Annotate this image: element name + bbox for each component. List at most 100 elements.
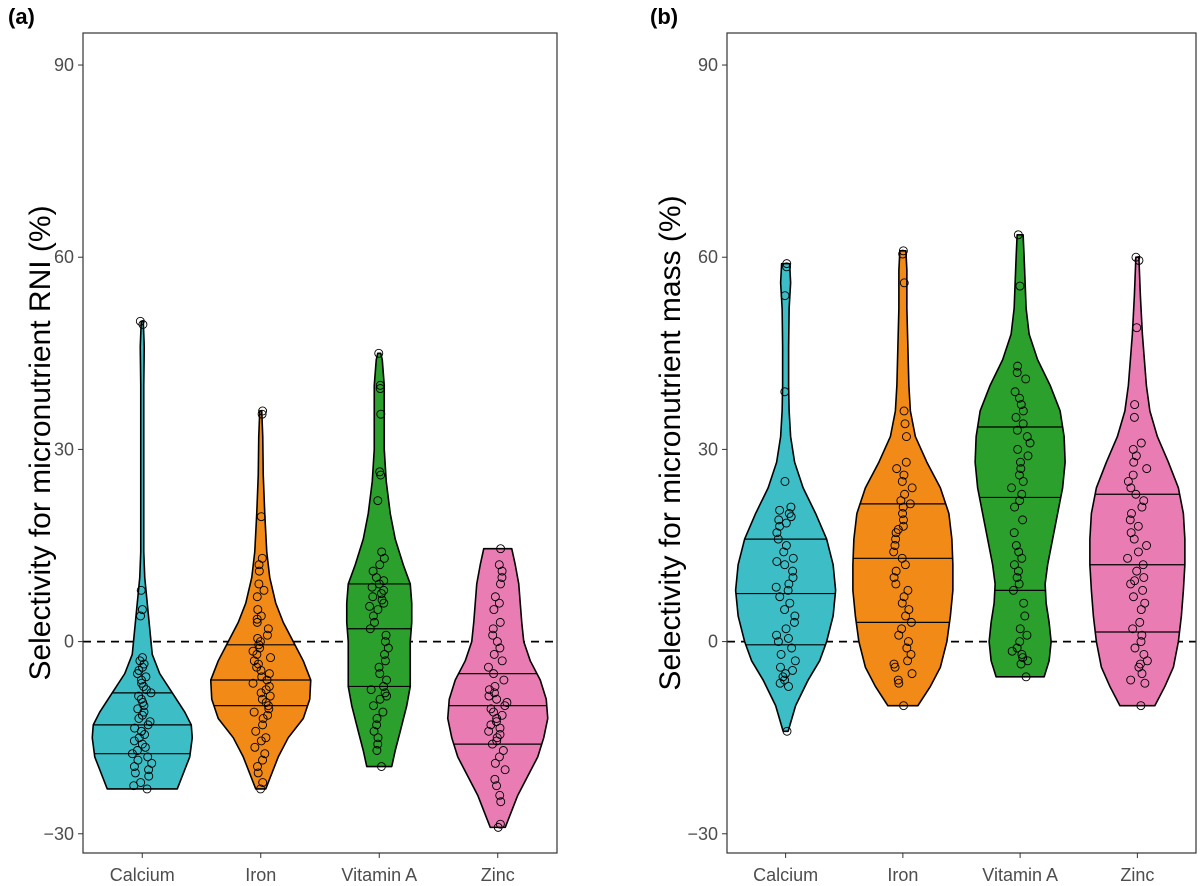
data-point-b-0-39 xyxy=(780,476,790,486)
data-point-b-0-11 xyxy=(773,637,783,647)
data-point-b-1-28 xyxy=(898,521,908,531)
data-point-a-1-12 xyxy=(263,710,273,720)
data-point-a-2-16 xyxy=(374,662,384,672)
data-point-a-1-2 xyxy=(253,768,263,778)
data-point-b-1-38 xyxy=(892,464,902,474)
data-point-a-1-4 xyxy=(258,755,267,765)
data-point-b-0-22 xyxy=(784,579,794,589)
data-point-a-3-3 xyxy=(495,790,505,800)
data-point-b-0-4 xyxy=(778,672,788,682)
y-tick-label-b-2: 30 xyxy=(698,439,718,459)
data-point-b-2-11 xyxy=(1019,598,1029,608)
data-point-a-1-19 xyxy=(256,688,266,698)
data-point-a-1-33 xyxy=(255,643,265,653)
data-point-a-1-11 xyxy=(258,714,268,723)
data-point-a-1-29 xyxy=(249,656,259,666)
data-point-a-1-20 xyxy=(261,685,271,695)
data-point-b-0-27 xyxy=(788,553,798,563)
data-point-b-3-35 xyxy=(1128,470,1138,480)
data-point-b-3-11 xyxy=(1128,624,1138,634)
y-tick-label-b-0: −30 xyxy=(687,824,718,844)
data-point-b-2-16 xyxy=(1009,560,1019,570)
data-point-b-2-14 xyxy=(1012,573,1022,582)
data-point-a-3-30 xyxy=(489,669,499,679)
data-point-b-2-35 xyxy=(1018,419,1028,429)
data-point-b-2-2 xyxy=(1023,656,1033,666)
x-tick-label-a-1: Iron xyxy=(245,865,276,885)
y-tick-label-a-2: 30 xyxy=(54,439,74,459)
data-point-b-2-37 xyxy=(1018,406,1028,416)
data-point-a-1-1 xyxy=(258,778,268,787)
data-point-a-0-34 xyxy=(136,675,146,685)
data-point-a-1-8 xyxy=(261,733,271,743)
data-point-b-0-8 xyxy=(790,656,800,666)
data-point-a-3-29 xyxy=(499,675,509,685)
data-point-b-0-10 xyxy=(787,643,797,653)
data-point-b-1-3 xyxy=(907,669,917,679)
x-tick-label-b-0: Calcium xyxy=(753,865,818,885)
data-point-b-3-19 xyxy=(1139,573,1149,582)
data-point-b-2-42 xyxy=(1012,368,1022,377)
data-point-b-2-10 xyxy=(1020,611,1030,621)
data-point-a-1-21 xyxy=(264,681,274,691)
data-point-b-2-9 xyxy=(1015,624,1025,634)
data-point-b-1-34 xyxy=(900,489,910,499)
data-point-a-1-6 xyxy=(250,742,260,752)
violin-a-zinc xyxy=(446,547,549,829)
data-point-b-0-19 xyxy=(775,592,785,602)
data-point-a-3-40 xyxy=(494,598,504,608)
violin-a-vitamin-a xyxy=(345,352,413,768)
data-point-a-2-15 xyxy=(375,669,385,679)
data-point-b-3-9 xyxy=(1136,637,1146,647)
data-point-a-2-26 xyxy=(365,601,375,611)
data-point-b-2-19 xyxy=(1011,541,1021,550)
data-point-a-3-45 xyxy=(494,560,504,570)
data-point-b-1-0 xyxy=(899,701,909,711)
data-point-b-3-37 xyxy=(1129,457,1139,467)
data-point-a-3-23 xyxy=(502,698,512,707)
data-point-b-2-39 xyxy=(1015,393,1024,403)
data-point-b-1-30 xyxy=(898,509,907,518)
data-point-b-2-8 xyxy=(1022,630,1032,640)
data-point-b-0-13 xyxy=(772,630,782,640)
data-point-a-1-48 xyxy=(257,553,267,563)
data-point-a-1-49 xyxy=(256,512,266,522)
data-point-b-2-4 xyxy=(1017,649,1027,659)
data-point-b-3-45 xyxy=(1131,252,1141,262)
data-point-a-1-5 xyxy=(260,749,270,759)
data-point-b-3-18 xyxy=(1130,576,1140,586)
data-point-b-2-34 xyxy=(1012,425,1022,435)
data-point-b-0-33 xyxy=(781,518,791,528)
data-point-a-2-12 xyxy=(366,685,376,695)
data-point-b-0-25 xyxy=(780,560,790,570)
data-point-a-1-15 xyxy=(263,701,273,711)
data-point-b-1-16 xyxy=(899,592,909,602)
data-point-a-1-38 xyxy=(263,624,273,634)
data-point-b-3-16 xyxy=(1138,585,1148,595)
data-point-a-1-7 xyxy=(256,736,266,746)
data-point-b-2-22 xyxy=(1010,502,1020,512)
data-point-a-1-30 xyxy=(266,653,275,663)
data-point-a-0-19 xyxy=(130,723,140,733)
data-point-a-1-10 xyxy=(258,720,268,730)
data-point-b-0-29 xyxy=(781,541,791,550)
x-tick-label-b-1: Iron xyxy=(887,865,918,885)
data-point-a-3-14 xyxy=(484,726,494,736)
data-point-a-1-50 xyxy=(257,409,267,419)
data-point-b-3-2 xyxy=(1126,675,1136,685)
data-point-a-0-4 xyxy=(130,768,140,778)
data-point-b-3-22 xyxy=(1123,553,1133,563)
data-point-b-1-27 xyxy=(893,525,903,534)
data-point-b-0-15 xyxy=(789,617,799,627)
data-point-b-2-15 xyxy=(1014,566,1023,576)
data-point-b-1-9 xyxy=(904,637,913,647)
data-point-b-0-0 xyxy=(782,726,792,736)
data-point-b-1-41 xyxy=(900,419,910,429)
panel-b: (b) Selectivity for micronutrient mass (%… xyxy=(650,4,1197,885)
data-point-a-3-0 xyxy=(493,822,503,832)
data-point-a-1-0 xyxy=(256,784,266,794)
data-point-b-0-41 xyxy=(780,291,790,301)
data-point-b-3-21 xyxy=(1138,560,1148,570)
data-point-a-0-9 xyxy=(143,752,153,762)
data-point-a-0-14 xyxy=(129,736,139,746)
